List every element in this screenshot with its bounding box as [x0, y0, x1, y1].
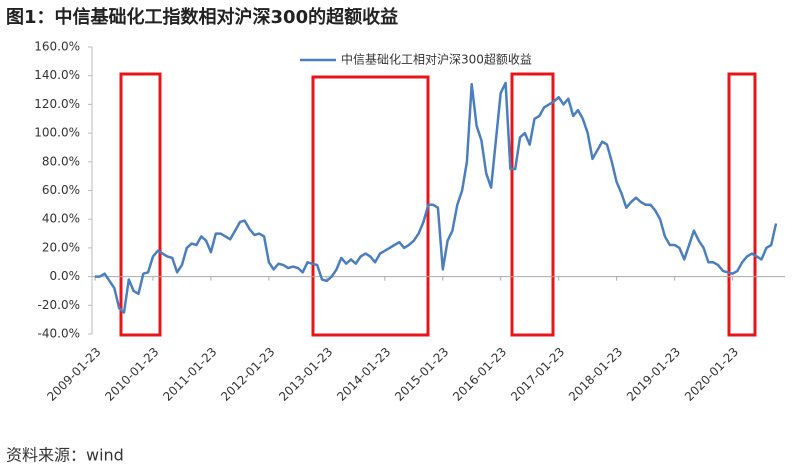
y-tick-label: 60.0% — [42, 183, 80, 197]
x-tick-label: 2016-01-23 — [450, 345, 509, 404]
highlight-box — [510, 72, 555, 337]
x-tick-label: 2009-01-23 — [44, 345, 103, 404]
highlight-box — [311, 75, 430, 337]
source-note: 资料来源：wind — [6, 446, 124, 465]
y-tick-label: 100.0% — [34, 126, 80, 140]
x-tick-label: 2011-01-23 — [160, 345, 219, 404]
y-tick-label: 120.0% — [34, 97, 80, 111]
highlight-box — [119, 72, 162, 337]
data-line — [95, 81, 778, 314]
y-tick-label: 0.0% — [50, 269, 81, 283]
y-tick-label: 40.0% — [42, 212, 80, 226]
chart-title: 图1：中信基础化工指数相对沪深300的超额收益 — [6, 6, 398, 28]
y-tick-label: -40.0% — [38, 327, 80, 341]
legend-label: 中信基础化工相对沪深300超额收益 — [341, 52, 532, 67]
y-tick-label: 160.0% — [34, 40, 80, 54]
y-tick-label: -20.0% — [38, 298, 80, 312]
highlight-box — [727, 72, 757, 337]
x-tick-label: 2019-01-23 — [624, 345, 683, 404]
x-tick-label: 2015-01-23 — [392, 345, 451, 404]
y-tick-label: 20.0% — [42, 240, 80, 254]
highlight-boxes — [119, 72, 757, 337]
y-tick-label: 80.0% — [42, 154, 80, 168]
x-tick-label: 2010-01-23 — [102, 345, 161, 404]
x-tick-label: 2020-01-23 — [682, 345, 741, 404]
x-tick-label: 2014-01-23 — [334, 345, 393, 404]
x-tick-label: 2018-01-23 — [566, 345, 625, 404]
y-tick-label: 140.0% — [34, 68, 80, 82]
x-tick-label: 2017-01-23 — [508, 345, 567, 404]
x-tick-label: 2012-01-23 — [218, 345, 277, 404]
x-tick-label: 2013-01-23 — [276, 345, 335, 404]
